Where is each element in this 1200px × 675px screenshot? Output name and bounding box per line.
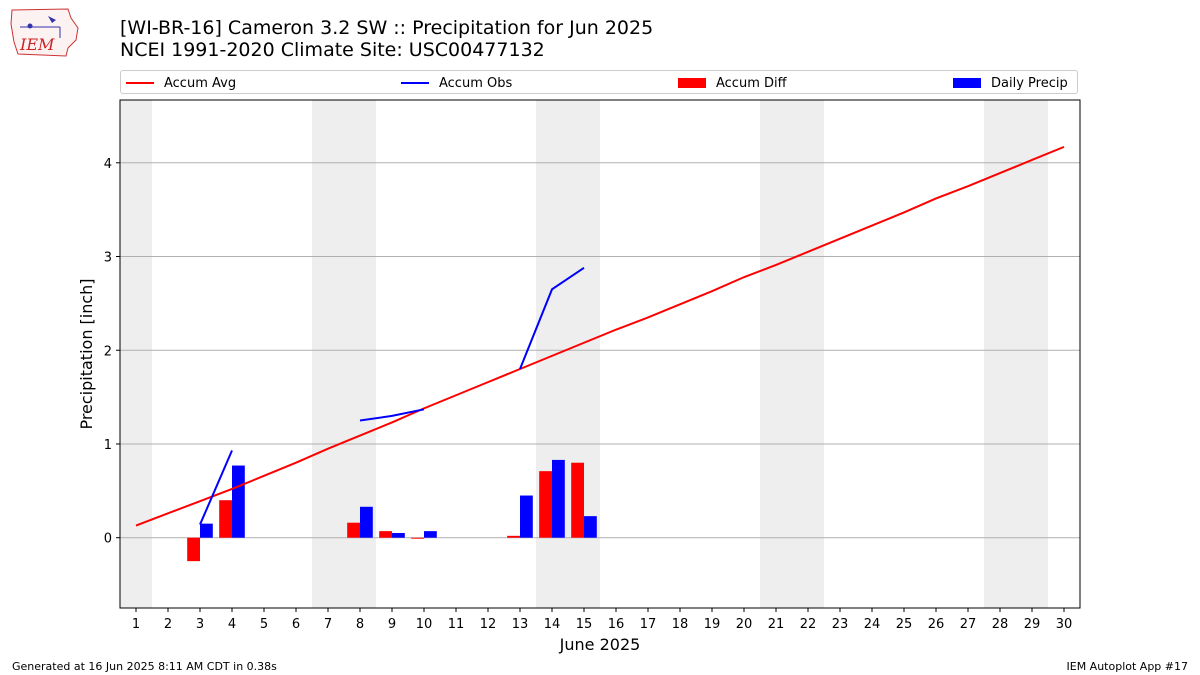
- y-tick-label: 4: [104, 157, 112, 172]
- daily-precip-bar-10: [424, 531, 437, 538]
- accum-diff-bar-13: [507, 535, 520, 538]
- daily-precip-bar-9: [392, 533, 405, 538]
- legend-item-accum-diff: Accum Diff: [678, 74, 787, 92]
- accum-obs-line-1: [359, 408, 425, 422]
- legend-label-accum-diff: Accum Diff: [716, 75, 787, 91]
- accum-diff-bar-4: [219, 500, 232, 538]
- legend-swatch-daily-precip: [953, 78, 981, 88]
- plot-frame: [119, 99, 1081, 609]
- legend-swatch-accum-diff: [678, 78, 706, 88]
- x-tick-label: 19: [704, 617, 721, 632]
- x-tick-label: 18: [672, 617, 689, 632]
- accum-diff-bar-9: [379, 531, 392, 538]
- x-tick-label: 30: [1056, 617, 1073, 632]
- daily-precip-bar-13: [520, 495, 533, 538]
- y-tick-label: 1: [104, 438, 112, 453]
- footer-app: IEM Autoplot App #17: [1066, 660, 1189, 673]
- legend-label-accum-avg: Accum Avg: [164, 75, 237, 91]
- x-tick-label: 11: [448, 617, 465, 632]
- accum-diff-bar-8: [347, 522, 360, 538]
- x-tick-label: 10: [416, 617, 433, 632]
- x-tick-label: 8: [356, 617, 364, 632]
- x-tick-label: 29: [1024, 617, 1041, 632]
- legend-label-accum-obs: Accum Obs: [439, 75, 513, 91]
- x-tick-label: 13: [512, 617, 529, 632]
- accum-avg-line: [135, 145, 1065, 527]
- accum-diff-bar-15: [571, 462, 584, 538]
- daily-precip-bar-8: [360, 506, 373, 538]
- weekend-band-4: [984, 100, 1048, 608]
- chart-title: [WI-BR-16] Cameron 3.2 SW :: Precipitati…: [120, 17, 654, 39]
- weekend-band-3: [760, 100, 824, 608]
- x-tick-label: 9: [388, 617, 396, 632]
- legend-item-accum-avg: Accum Avg: [126, 74, 236, 92]
- daily-precip-bar-4: [232, 465, 245, 538]
- x-tick-label: 27: [960, 617, 977, 632]
- iowa-outline: [10, 8, 79, 57]
- accum-diff-bar-3: [187, 537, 200, 562]
- x-tick-label: 20: [736, 617, 753, 632]
- accum-obs-line-0: [199, 450, 233, 525]
- daily-precip-bar-3: [200, 523, 213, 538]
- x-tick-label: 21: [768, 617, 785, 632]
- x-tick-label: 12: [480, 617, 497, 632]
- x-tick-label: 6: [292, 617, 300, 632]
- x-tick-label: 14: [544, 617, 561, 632]
- x-tick-label: 7: [324, 617, 332, 632]
- weekend-band-0: [120, 100, 152, 608]
- x-tick-label: 3: [196, 617, 204, 632]
- legend: Accum Avg Accum Obs Accum Diff Daily Pre…: [120, 70, 1078, 94]
- x-tick-label: 4: [228, 617, 236, 632]
- y-tick-label: 3: [104, 251, 112, 266]
- legend-label-daily-precip: Daily Precip: [991, 75, 1068, 91]
- iem-logo: IEM: [10, 8, 79, 57]
- accum-diff-bar-10: [411, 537, 424, 539]
- x-axis-label: June 2025: [559, 635, 641, 654]
- x-tick-label: 26: [928, 617, 945, 632]
- accum-obs-line-2: [519, 266, 585, 370]
- x-tick-label: 15: [576, 617, 593, 632]
- y-tick-label: 0: [104, 532, 112, 547]
- chart-subtitle: NCEI 1991-2020 Climate Site: USC00477132: [120, 39, 545, 61]
- legend-swatch-accum-avg: [126, 82, 154, 84]
- accum-diff-bar-14: [539, 471, 552, 538]
- y-tick-label: 2: [104, 344, 112, 359]
- daily-precip-bar-14: [552, 459, 565, 538]
- legend-swatch-accum-obs: [401, 82, 429, 84]
- legend-item-daily-precip: Daily Precip: [953, 74, 1068, 92]
- daily-precip-bar-15: [584, 516, 597, 538]
- x-tick-label: 2: [164, 617, 172, 632]
- x-tick-label: 5: [260, 617, 268, 632]
- x-tick-label: 28: [992, 617, 1009, 632]
- x-tick-label: 23: [832, 617, 849, 632]
- footer-generated: Generated at 16 Jun 2025 8:11 AM CDT in …: [12, 660, 277, 673]
- y-axis-label: Precipitation [inch]: [77, 278, 96, 429]
- x-tick-label: 17: [640, 617, 657, 632]
- legend-item-accum-obs: Accum Obs: [401, 74, 512, 92]
- logo-text: IEM: [19, 35, 55, 54]
- x-tick-label: 22: [800, 617, 817, 632]
- x-tick-label: 1: [132, 617, 140, 632]
- x-tick-label: 25: [896, 617, 913, 632]
- x-tick-label: 16: [608, 617, 625, 632]
- x-tick-label: 24: [864, 617, 881, 632]
